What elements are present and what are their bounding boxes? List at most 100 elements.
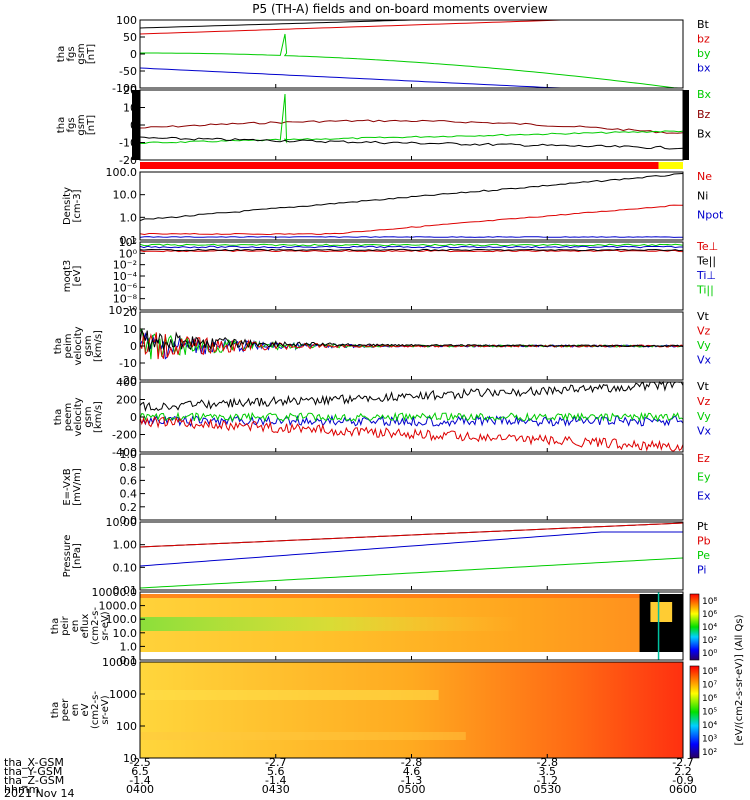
ylabel-line: [nT] xyxy=(86,115,97,135)
ytick-label: 200 xyxy=(116,394,137,407)
footer-value-t: 0600 xyxy=(669,783,697,796)
ytick-label: 10.00 xyxy=(106,516,138,529)
ylabel-line: sr-eV) xyxy=(100,611,111,640)
panel-p9-plot xyxy=(140,592,683,660)
ylabel-line: (cm2-s- xyxy=(90,607,101,645)
ytick-label: -50 xyxy=(119,65,137,78)
ytick-label: 0 xyxy=(130,340,137,353)
ytick-label: 1.00 xyxy=(113,539,138,552)
colorbar-tick-bottom: 10² xyxy=(702,748,717,758)
ylabel-line: sr-eV) xyxy=(100,695,111,724)
ytick-label: 1000 xyxy=(109,688,137,701)
ytick-label: 10⁻¹⁰ xyxy=(108,304,137,317)
ylabel-line: moqt3 xyxy=(62,260,73,293)
data-gap-bar-left xyxy=(132,90,140,160)
mode-bar-yellow xyxy=(658,162,683,169)
legend-Vy: Vy xyxy=(697,339,711,352)
spectrogram-electron-band-low xyxy=(140,732,466,740)
date-label: 2021 Nov 14 xyxy=(4,787,74,800)
spectrogram-electron-band xyxy=(140,690,439,700)
ytick-label: 0.0 xyxy=(120,514,138,527)
ylabel-line: gsm xyxy=(76,43,87,64)
series-line-Vz xyxy=(139,416,684,452)
series-line-Ti|| xyxy=(139,243,684,247)
series-line-Bz xyxy=(139,119,684,134)
panel-p3: 100.0 10.0 1.0 0.1 Density [cm-3] Ne Ni Npot xyxy=(62,166,724,247)
ytick-label: 50 xyxy=(123,31,137,44)
spectrogram-ion-top-band xyxy=(140,594,683,598)
series-line-Vz xyxy=(139,332,684,360)
panel-p2-plot xyxy=(132,90,689,160)
ytick-label: 0.6 xyxy=(120,474,138,487)
colorbar-tick-bottom: 10⁴ xyxy=(702,721,717,731)
ytick-label: 10000.0 xyxy=(92,586,138,599)
footer-value-y: 2.2 xyxy=(674,765,692,778)
footer-label-x: tha_X-GSM xyxy=(4,756,64,769)
legend-Bx: Bx xyxy=(697,128,712,141)
footer-value-t: 0430 xyxy=(262,783,290,796)
legend-Ex: Ex xyxy=(697,489,711,502)
ylabel-line: peim xyxy=(63,333,74,358)
footer-value-x: -2.5 xyxy=(129,756,150,769)
colorbar-label: [eV/(cm2-s-sr-eV)] (All Qs) xyxy=(734,614,745,745)
ylabel-line: (cm2-s- xyxy=(90,691,101,729)
legend-bz: bz xyxy=(697,32,710,45)
ytick-label: 10² xyxy=(119,236,137,249)
ytick-label: 0.1 xyxy=(120,654,138,667)
ytick-label: 0.01 xyxy=(113,584,138,597)
panel-p1-plot xyxy=(139,19,683,89)
footer-value-t: 0530 xyxy=(533,783,561,796)
legend-Pt: Pt xyxy=(697,520,709,533)
legend-Bz: Bz xyxy=(697,108,711,121)
ytick-label: 10⁻⁶ xyxy=(113,281,138,294)
colorbar-tick-top: 10² xyxy=(702,636,717,646)
ylabel-line: en xyxy=(70,704,81,717)
mode-bar-red xyxy=(140,162,659,169)
legend-Vz: Vz xyxy=(697,324,711,337)
ylabel-line: gsm xyxy=(83,335,94,356)
ylabel-line: tha xyxy=(50,618,61,634)
legend-Vy: Vy xyxy=(697,410,711,423)
footer-value-z: -1.2 xyxy=(537,774,558,787)
colorbar-tick-bottom: 10⁶ xyxy=(702,694,717,704)
ylabel-line: fgs xyxy=(66,117,77,132)
legend-Vt: Vt xyxy=(697,310,710,323)
legend-Te⊥: Te⊥ xyxy=(696,240,718,253)
ytick-label: 0.8 xyxy=(120,461,138,474)
ylabel-line: [km/s] xyxy=(93,330,104,362)
ytick-label: -10 xyxy=(119,357,137,370)
colorbar-ticks: 10⁸ 10⁶ 10⁴ 10² 10⁰ 10⁸ 10⁷ 10⁶ 10⁵ 10⁴ 10³ 10² xyxy=(702,597,717,758)
ylabel-line: peer xyxy=(60,698,71,722)
series-line-Vx xyxy=(139,414,684,428)
ylabel-line: Density xyxy=(62,187,73,225)
spectrogram-electron xyxy=(140,662,683,758)
panel-p2: 20 10 0 -10 -20 tha fgs gsm [nT] Bx Bz Bx xyxy=(56,84,712,169)
ytick-label: 0 xyxy=(130,119,137,132)
footer-value-z: -1.4 xyxy=(129,774,150,787)
ytick-label: 10.0 xyxy=(113,189,138,202)
chart-title: P5 (TH-A) fields and on-board moments ov… xyxy=(252,2,548,16)
ytick-label: 1.0 xyxy=(120,640,138,653)
panel-p4-frame xyxy=(139,241,684,311)
ylabel-line: eflux xyxy=(80,614,91,639)
ytick-label: -100 xyxy=(112,82,137,95)
colorbar-tick-bottom: 10⁸ xyxy=(702,667,717,677)
footer-value-y: 5.6 xyxy=(267,765,285,778)
series-line-Te|| xyxy=(139,248,684,252)
ylabel-line: tha xyxy=(50,702,61,718)
ytick-label: 0 xyxy=(130,411,137,424)
footer-value-x: -2.8 xyxy=(401,756,422,769)
legend-Ti||: Ti|| xyxy=(696,283,714,296)
ytick-label: 1.0 xyxy=(120,211,138,224)
spectrogram-ion-patch xyxy=(650,602,673,622)
panel-p2-frame xyxy=(139,89,684,161)
legend-Ey: Ey xyxy=(697,471,711,484)
colorbar-tick-top: 10⁶ xyxy=(702,610,717,620)
ytick-label: 0.2 xyxy=(120,501,138,514)
ylabel-line: gsm xyxy=(83,406,94,427)
legend-Ez: Ez xyxy=(697,452,710,465)
